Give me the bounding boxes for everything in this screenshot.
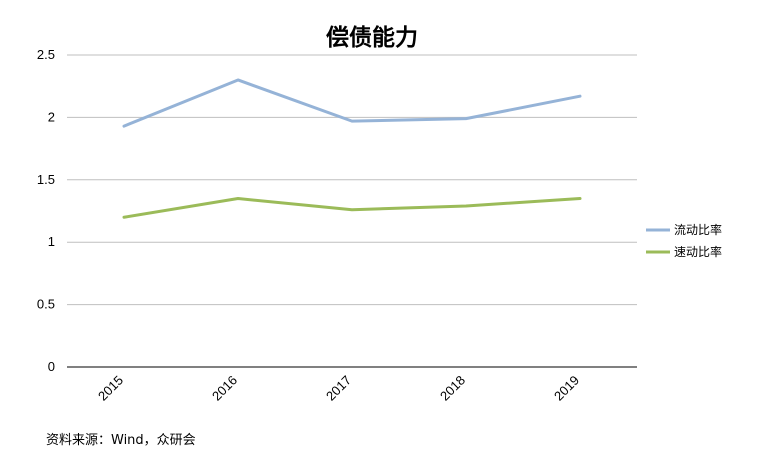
series-lines — [122, 78, 582, 219]
series-line-1 — [122, 197, 582, 219]
source-note: 资料来源：Wind，众研会 — [46, 433, 196, 448]
x-tick-label: 2016 — [209, 373, 240, 404]
y-tick-label: 0 — [48, 359, 55, 374]
x-axis: 2015 2016 2017 2018 2019 — [95, 373, 582, 404]
x-tick-label: 2015 — [95, 373, 126, 404]
y-tick-label: 2.5 — [37, 47, 55, 62]
series-line-0 — [122, 78, 582, 128]
legend-label: 速动比率 — [674, 244, 722, 259]
legend-label: 流动比率 — [674, 222, 722, 237]
y-tick-label: 0.5 — [37, 297, 55, 312]
chart-title: 偿债能力 — [326, 24, 418, 51]
y-tick-label: 1 — [48, 234, 55, 249]
grid-lines — [67, 54, 637, 368]
y-tick-label: 2 — [48, 109, 55, 124]
x-tick-label: 2018 — [437, 373, 468, 404]
x-tick-label: 2017 — [323, 373, 354, 404]
y-tick-label: 1.5 — [37, 172, 55, 187]
y-axis: 0 0.5 1 1.5 2 2.5 — [37, 47, 55, 374]
x-tick-label: 2019 — [551, 373, 582, 404]
